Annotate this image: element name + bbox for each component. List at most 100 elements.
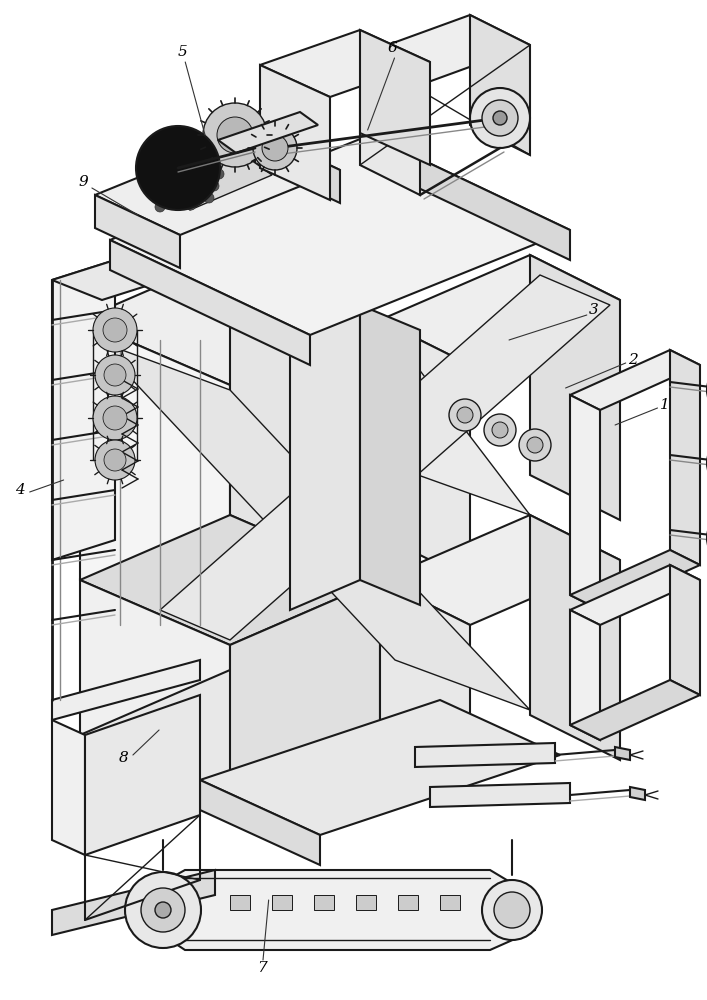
Circle shape	[141, 888, 185, 932]
Circle shape	[494, 892, 530, 928]
Polygon shape	[80, 670, 380, 800]
Polygon shape	[360, 305, 420, 605]
Polygon shape	[440, 895, 460, 910]
Polygon shape	[230, 580, 380, 800]
Polygon shape	[260, 30, 430, 97]
Polygon shape	[398, 895, 418, 910]
Text: 7: 7	[257, 961, 267, 975]
Circle shape	[196, 176, 206, 186]
Polygon shape	[615, 747, 630, 760]
Polygon shape	[360, 55, 420, 195]
Polygon shape	[230, 255, 530, 515]
Polygon shape	[140, 870, 540, 950]
Polygon shape	[52, 870, 215, 935]
Text: 3: 3	[589, 303, 599, 317]
Circle shape	[103, 406, 127, 430]
Polygon shape	[85, 695, 200, 855]
Polygon shape	[670, 565, 700, 695]
Polygon shape	[110, 135, 570, 335]
Text: 2: 2	[628, 353, 638, 367]
Circle shape	[449, 399, 481, 431]
Circle shape	[482, 880, 542, 940]
Polygon shape	[630, 787, 645, 800]
Polygon shape	[290, 305, 360, 610]
Text: 4: 4	[15, 483, 25, 497]
Circle shape	[519, 429, 551, 461]
Polygon shape	[380, 255, 620, 365]
Polygon shape	[95, 195, 180, 268]
Polygon shape	[80, 320, 230, 645]
Circle shape	[186, 200, 196, 210]
Polygon shape	[230, 255, 380, 580]
Polygon shape	[380, 580, 470, 780]
Circle shape	[470, 88, 530, 148]
Polygon shape	[570, 565, 700, 625]
Polygon shape	[148, 145, 272, 210]
Circle shape	[93, 308, 137, 352]
Polygon shape	[260, 65, 330, 200]
Polygon shape	[52, 260, 165, 300]
Circle shape	[155, 902, 171, 918]
Polygon shape	[80, 580, 230, 800]
Polygon shape	[356, 895, 376, 910]
Polygon shape	[200, 700, 560, 835]
Text: 5: 5	[177, 45, 187, 59]
Circle shape	[93, 396, 137, 440]
Circle shape	[95, 440, 135, 480]
Polygon shape	[95, 340, 530, 710]
Circle shape	[104, 364, 126, 386]
Polygon shape	[160, 275, 610, 640]
Polygon shape	[470, 15, 530, 155]
Polygon shape	[52, 260, 115, 560]
Circle shape	[136, 126, 220, 210]
Polygon shape	[370, 135, 570, 260]
Polygon shape	[80, 515, 380, 645]
Polygon shape	[530, 515, 620, 760]
Circle shape	[103, 318, 127, 342]
Circle shape	[262, 135, 288, 161]
Polygon shape	[200, 780, 320, 865]
Polygon shape	[380, 320, 470, 580]
Polygon shape	[570, 680, 700, 740]
Polygon shape	[95, 130, 340, 235]
Polygon shape	[570, 350, 700, 410]
Polygon shape	[670, 350, 700, 565]
Circle shape	[492, 422, 508, 438]
Circle shape	[178, 183, 188, 193]
Circle shape	[204, 193, 214, 203]
Polygon shape	[360, 30, 430, 165]
Polygon shape	[430, 783, 570, 807]
Polygon shape	[380, 515, 620, 625]
Text: 9: 9	[78, 175, 88, 189]
Circle shape	[484, 414, 516, 446]
Polygon shape	[110, 240, 310, 365]
Circle shape	[209, 181, 219, 191]
Circle shape	[104, 449, 126, 471]
Circle shape	[253, 126, 297, 170]
Polygon shape	[415, 743, 555, 767]
Circle shape	[493, 111, 507, 125]
Circle shape	[125, 872, 201, 948]
Polygon shape	[52, 660, 200, 720]
Polygon shape	[230, 895, 250, 910]
Circle shape	[191, 188, 201, 198]
Circle shape	[95, 355, 135, 395]
Circle shape	[155, 202, 165, 212]
Polygon shape	[570, 610, 600, 740]
Polygon shape	[255, 130, 340, 203]
Polygon shape	[218, 112, 318, 153]
Text: 1: 1	[660, 398, 670, 412]
Circle shape	[214, 169, 224, 179]
Polygon shape	[360, 15, 530, 85]
Polygon shape	[530, 255, 620, 520]
Polygon shape	[570, 395, 600, 610]
Polygon shape	[272, 895, 292, 910]
Text: 8: 8	[119, 751, 129, 765]
Circle shape	[482, 100, 518, 136]
Circle shape	[173, 195, 183, 205]
Circle shape	[160, 190, 170, 200]
Circle shape	[527, 437, 543, 453]
Circle shape	[217, 117, 253, 153]
Polygon shape	[314, 895, 334, 910]
Polygon shape	[80, 255, 380, 385]
